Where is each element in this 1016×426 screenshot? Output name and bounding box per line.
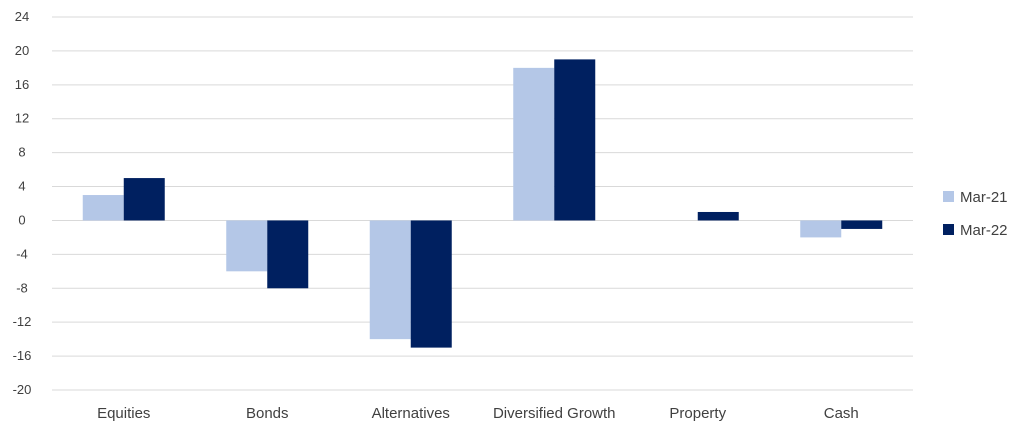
y-tick-label: -8: [16, 280, 28, 295]
y-tick-label: 16: [15, 77, 29, 92]
x-category-label: Cash: [824, 405, 859, 422]
x-category-label: Diversified Growth: [493, 405, 616, 422]
y-tick-label: 12: [15, 111, 29, 126]
y-tick-label: -16: [13, 348, 32, 363]
bar-mar-21-cash: [800, 220, 842, 238]
x-category-label: Property: [669, 405, 726, 422]
bar-mar-21-alternatives: [369, 220, 411, 340]
bar-mar-22-alternatives: [410, 220, 452, 348]
bar-mar-22-bonds: [267, 220, 309, 289]
bar-mar-22-diversified-growth: [554, 59, 596, 221]
y-tick-label: 4: [18, 179, 25, 194]
y-tick-label: 0: [18, 212, 25, 227]
legend: Mar-21 Mar-22: [943, 189, 1008, 239]
bar-mar-21-equities: [82, 195, 124, 221]
bar-mar-21-bonds: [226, 220, 268, 272]
bars: [82, 59, 883, 348]
bar-mar-22-property: [697, 211, 739, 221]
legend-label: Mar-21: [960, 189, 1008, 206]
y-tick-label: 8: [18, 145, 25, 160]
y-tick-label: 20: [15, 43, 29, 58]
x-category-label: Equities: [97, 405, 150, 422]
y-tick-label: -20: [13, 382, 32, 397]
y-tick-label: -12: [13, 314, 32, 329]
bar-mar-22-equities: [123, 178, 165, 221]
x-axis-categories: Equities Bonds Alternatives Diversified Gro…: [97, 405, 859, 422]
y-tick-label: 24: [15, 9, 29, 24]
legend-swatch: [943, 191, 954, 202]
x-category-label: Bonds: [246, 405, 289, 422]
legend-swatch: [943, 224, 954, 235]
bar-mar-22-cash: [841, 220, 883, 229]
y-axis-ticks: 24 20 16 12 8 4 0 -4 -8 -12 -16 -20: [13, 9, 32, 397]
x-category-label: Alternatives: [372, 405, 450, 422]
bar-mar-21-diversified-growth: [513, 67, 555, 221]
legend-label: Mar-22: [960, 222, 1008, 239]
gridlines: [52, 16, 913, 391]
y-tick-label: -4: [16, 246, 28, 261]
